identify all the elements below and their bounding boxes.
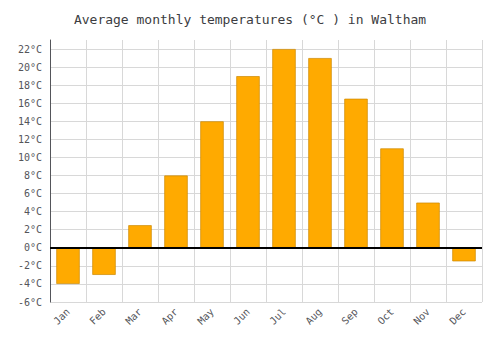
- svg-text:22°C: 22°C: [18, 44, 42, 55]
- svg-text:0°C: 0°C: [24, 242, 42, 253]
- svg-text:Dec: Dec: [447, 306, 468, 327]
- svg-text:Oct: Oct: [375, 306, 396, 327]
- svg-text:12°C: 12°C: [18, 134, 42, 145]
- svg-text:-2°C: -2°C: [18, 260, 42, 271]
- svg-text:Feb: Feb: [87, 306, 108, 327]
- svg-text:6°C: 6°C: [24, 188, 42, 199]
- svg-text:20°C: 20°C: [18, 62, 42, 73]
- svg-text:Average monthly temperatures (: Average monthly temperatures (°C ) in Wa…: [74, 12, 426, 27]
- svg-text:4°C: 4°C: [24, 206, 42, 217]
- svg-text:8°C: 8°C: [24, 170, 42, 181]
- svg-text:Nov: Nov: [411, 306, 432, 327]
- svg-text:Aug: Aug: [303, 306, 324, 327]
- svg-text:10°C: 10°C: [18, 152, 42, 163]
- svg-text:-4°C: -4°C: [18, 278, 42, 289]
- svg-text:Sep: Sep: [339, 306, 360, 327]
- svg-text:14°C: 14°C: [18, 116, 42, 127]
- svg-text:18°C: 18°C: [18, 80, 42, 91]
- svg-text:Apr: Apr: [159, 306, 180, 327]
- svg-text:16°C: 16°C: [18, 98, 42, 109]
- svg-text:May: May: [195, 306, 216, 327]
- svg-text:Jun: Jun: [231, 306, 252, 327]
- svg-text:-6°C: -6°C: [18, 297, 42, 308]
- svg-text:Jan: Jan: [51, 306, 72, 327]
- svg-text:Mar: Mar: [123, 306, 144, 327]
- svg-text:2°C: 2°C: [24, 224, 42, 235]
- svg-text:Jul: Jul: [267, 306, 288, 327]
